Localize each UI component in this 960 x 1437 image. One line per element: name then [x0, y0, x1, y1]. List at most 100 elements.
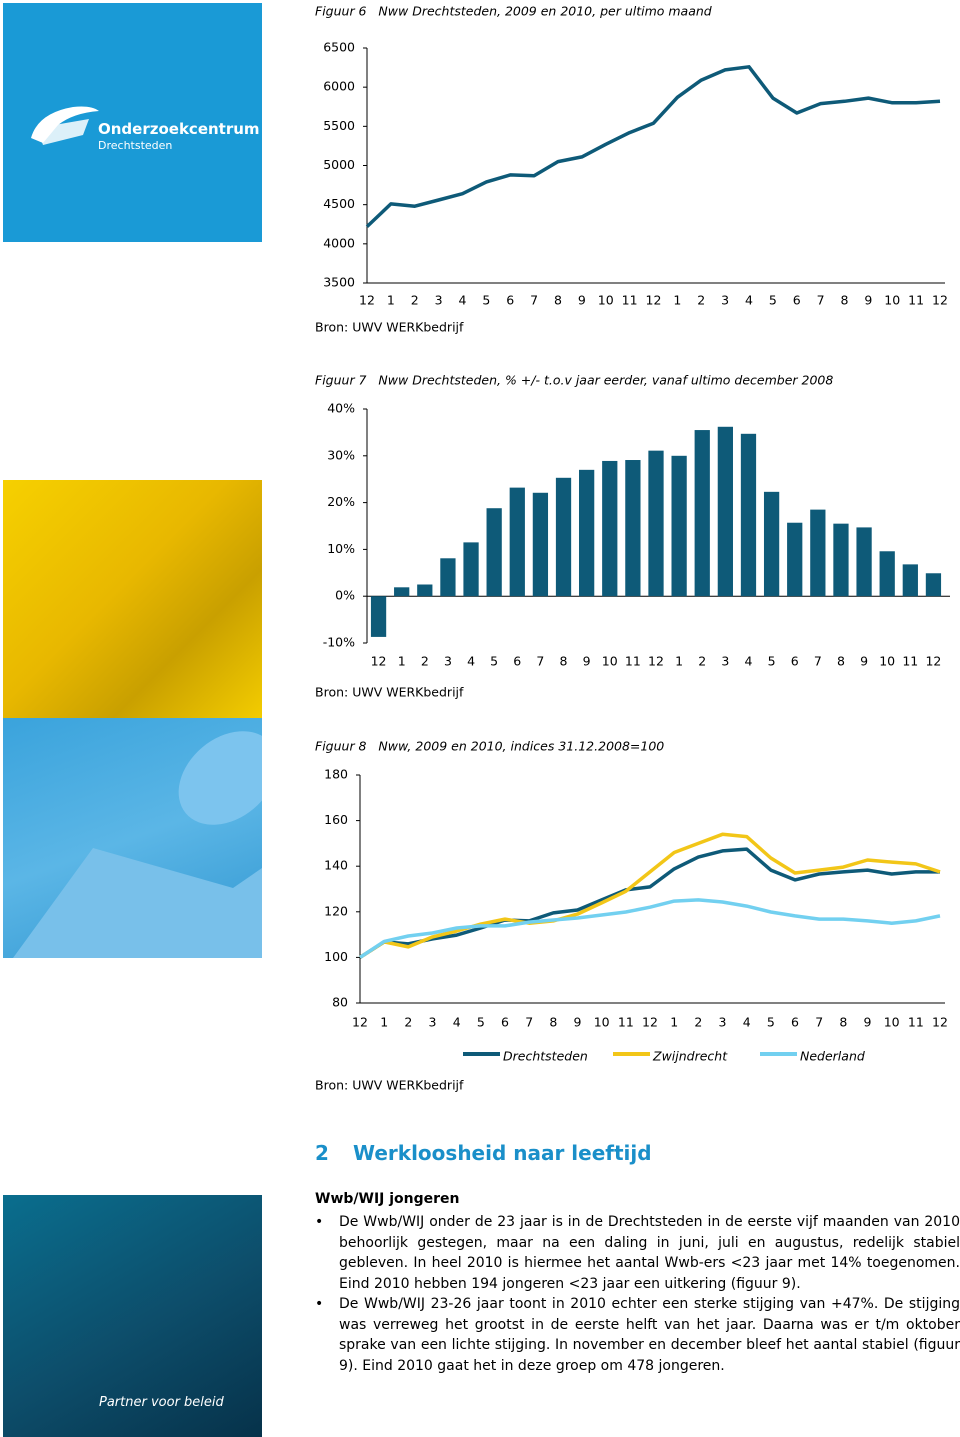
y-tick-label: 10% — [327, 541, 355, 556]
bar — [787, 522, 803, 597]
x-tick-label: 10 — [879, 654, 895, 669]
x-tick-label: 10 — [594, 1015, 610, 1030]
bar — [486, 508, 502, 597]
x-tick-label: 7 — [815, 1015, 823, 1030]
x-tick-label: 1 — [398, 654, 406, 669]
y-tick-label: 160 — [324, 812, 348, 827]
logo-icon — [31, 106, 99, 145]
x-tick-label: 9 — [583, 654, 591, 669]
x-tick-label: 10 — [602, 654, 618, 669]
y-tick-label: 100 — [324, 949, 348, 964]
x-tick-label: 12 — [646, 293, 662, 308]
x-tick-label: 8 — [554, 293, 562, 308]
y-tick-label: 4000 — [323, 235, 355, 250]
section-heading: 2 Werkloosheid naar leeftijd — [315, 1141, 652, 1165]
x-tick-label: 2 — [421, 654, 429, 669]
bar — [602, 460, 618, 597]
x-tick-label: 9 — [860, 654, 868, 669]
x-tick-label: 12 — [648, 654, 664, 669]
x-tick-label: 4 — [467, 654, 475, 669]
decor-blue — [3, 718, 262, 958]
x-tick-label: 6 — [506, 293, 514, 308]
chart-title: Figuur 7 Nww Drechtsteden, % +/- t.o.v j… — [315, 373, 833, 388]
x-tick-label: 4 — [745, 293, 753, 308]
tagline: Partner voor beleid — [99, 1395, 224, 1410]
bullet-list: De Wwb/WIJ onder de 23 jaar is in de Dre… — [315, 1212, 960, 1376]
bullet: De Wwb/WIJ onder de 23 jaar is in de Dre… — [315, 1212, 960, 1294]
legend-label: Nederland — [800, 1049, 865, 1064]
y-tick-label: 120 — [324, 903, 348, 918]
x-tick-label: 5 — [767, 1015, 775, 1030]
x-tick-label: 1 — [673, 293, 681, 308]
decor-shapes — [13, 731, 262, 958]
x-tick-label: 11 — [618, 1015, 634, 1030]
logo-place: Drechtsteden — [98, 139, 173, 152]
x-tick-label: 7 — [525, 1015, 533, 1030]
bar — [694, 430, 710, 597]
y-tick-label: 80 — [332, 995, 348, 1010]
x-tick-label: 2 — [411, 293, 419, 308]
y-tick-label: 140 — [324, 858, 348, 873]
chart-title: Figuur 8 Nww, 2009 en 2010, indices 31.1… — [315, 739, 664, 754]
x-tick-label: 12 — [932, 1015, 948, 1030]
x-tick-label: 3 — [435, 293, 443, 308]
chart-title: Figuur 6 Nww Drechtsteden, 2009 en 2010,… — [315, 4, 712, 19]
x-tick-label: 5 — [482, 293, 490, 308]
y-tick-label: 180 — [324, 767, 348, 782]
x-tick-label: 3 — [444, 654, 452, 669]
x-tick-label: 10 — [884, 1015, 900, 1030]
x-tick-label: 12 — [642, 1015, 658, 1030]
y-tick-label: 5500 — [323, 118, 355, 133]
x-tick-label: 8 — [839, 1015, 847, 1030]
x-tick-label: 1 — [675, 654, 683, 669]
legend-label: Zwijndrecht — [652, 1049, 728, 1064]
legend-label: Drechtsteden — [503, 1049, 588, 1064]
section-title: Werkloosheid naar leeftijd — [353, 1141, 652, 1165]
logo-panel: Onderzoekcentrum Drechtsteden — [3, 3, 262, 242]
x-tick-label: 1 — [380, 1015, 388, 1030]
section-number: 2 — [315, 1141, 329, 1165]
y-tick-label: 4500 — [323, 196, 355, 211]
bar — [810, 509, 826, 597]
x-tick-label: 9 — [574, 1015, 582, 1030]
x-tick-label: 5 — [769, 293, 777, 308]
x-tick-label: 4 — [743, 1015, 751, 1030]
bar — [833, 523, 849, 597]
bar — [648, 450, 664, 597]
bullet: De Wwb/WIJ 23-26 jaar toont in 2010 echt… — [315, 1294, 960, 1376]
x-tick-label: 9 — [864, 1015, 872, 1030]
x-tick-label: 3 — [719, 1015, 727, 1030]
logo-name: Onderzoekcentrum — [98, 120, 260, 138]
x-tick-label: 4 — [453, 1015, 461, 1030]
bar — [856, 527, 872, 597]
y-tick-label: 3500 — [323, 275, 355, 290]
x-tick-label: 7 — [814, 654, 822, 669]
x-tick-label: 11 — [622, 293, 638, 308]
y-tick-label: 5000 — [323, 157, 355, 172]
y-tick-label: -10% — [323, 635, 355, 650]
bar — [555, 477, 572, 597]
bar — [671, 455, 687, 597]
x-tick-label: 11 — [908, 1015, 924, 1030]
x-tick-label: 11 — [902, 654, 918, 669]
bar — [625, 460, 641, 597]
x-tick-label: 6 — [793, 293, 801, 308]
x-tick-label: 2 — [404, 1015, 412, 1030]
bar — [532, 492, 549, 597]
x-tick-label: 4 — [459, 293, 467, 308]
line — [359, 847, 940, 959]
x-tick-label: 10 — [884, 293, 900, 308]
x-tick-label: 4 — [745, 654, 753, 669]
x-tick-label: 8 — [560, 654, 568, 669]
bar — [463, 542, 479, 597]
bar — [740, 433, 757, 597]
bar — [394, 587, 410, 597]
x-tick-label: 8 — [549, 1015, 557, 1030]
x-tick-label: 11 — [625, 654, 641, 669]
line — [365, 65, 941, 228]
x-tick-label: 10 — [598, 293, 614, 308]
y-tick-label: 6500 — [323, 40, 355, 55]
x-tick-label: 8 — [837, 654, 845, 669]
x-tick-label: 7 — [530, 293, 538, 308]
